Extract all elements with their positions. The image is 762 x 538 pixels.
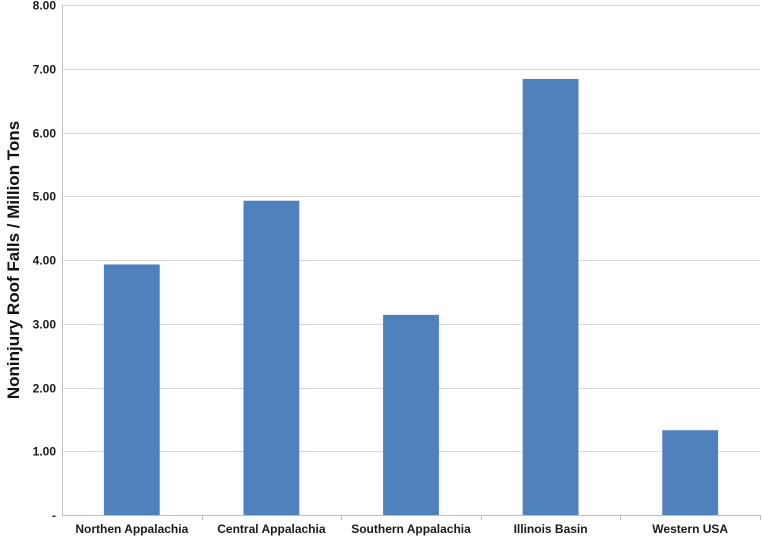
y-tick-label: 1.00 <box>33 445 57 459</box>
bar <box>522 78 579 515</box>
bars <box>103 78 719 515</box>
y-tick-label: - <box>52 509 56 523</box>
y-tick-labels: - 1.00 2.00 3.00 4.00 5.00 6.00 7.00 8.00 <box>33 0 57 523</box>
y-tick-label: 8.00 <box>33 0 57 13</box>
bar <box>243 200 300 515</box>
y-tick-label: 6.00 <box>33 127 57 141</box>
x-category-labels: Northen Appalachia Central Appalachia Sout… <box>75 522 728 536</box>
x-category-label: Illinois Basin <box>514 522 588 536</box>
x-category-label: Northen Appalachia <box>75 522 188 536</box>
bar <box>383 314 439 515</box>
y-tick-label: 3.00 <box>33 318 57 332</box>
y-tick-label: 7.00 <box>33 63 57 77</box>
y-tick-label: 4.00 <box>33 254 57 268</box>
y-axis-label: Noninjury Roof Falls / Million Tons <box>4 121 23 399</box>
bar <box>103 264 160 515</box>
x-category-label: Central Appalachia <box>217 522 326 536</box>
y-tick-label: 2.00 <box>33 382 57 396</box>
x-category-label: Southern Appalachia <box>351 522 471 536</box>
y-tick-label: 5.00 <box>33 190 57 204</box>
axes <box>62 5 761 520</box>
bar <box>662 430 719 515</box>
x-category-label: Western USA <box>652 522 728 536</box>
